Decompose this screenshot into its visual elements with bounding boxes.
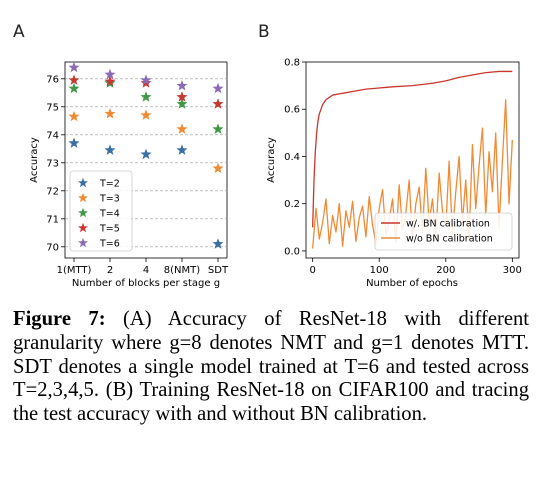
chart-a-point	[176, 80, 188, 91]
panel-b-letter: B	[258, 22, 270, 42]
chart-b-x-ticks: 0 100 200 300	[309, 258, 522, 276]
chart-a-y-tick-label: 73	[46, 158, 59, 169]
chart-a-point	[212, 162, 224, 174]
chart-b-series-line	[312, 70, 513, 228]
chart-a-point	[104, 75, 116, 87]
chart-a-legend-marker	[78, 237, 88, 248]
chart-b-y-tick-label: 0.0	[284, 246, 300, 257]
chart-a-x-tick-label: 1(MTT)	[57, 265, 92, 276]
chart-a-xlabel: Number of blocks per stage g	[72, 278, 220, 289]
chart-a-point	[176, 91, 188, 102]
chart-b: 0.0 0.2 0.4 0.6 0.8 0 100 200 300 Number of epo…	[266, 58, 522, 290]
chart-b-y-tick-label: 0.4	[284, 152, 300, 163]
chart-a-point	[140, 148, 152, 160]
chart-a-legend-marker	[78, 222, 88, 233]
figure-caption: Figure 7: (A) Accuracy of ResNet-18 with…	[13, 308, 529, 427]
chart-a-x-ticks: 1(MTT) 2 4 8(NMT) SDT	[57, 258, 229, 276]
chart-a-x-tick-label: 2	[107, 265, 113, 276]
chart-b-y-tick-label: 0.2	[284, 199, 300, 210]
chart-a-y-tick-label: 71	[46, 214, 59, 225]
chart-a-legend-label: T=6	[99, 239, 120, 250]
chart-b-legend-label: w/. BN calibration	[406, 219, 490, 230]
chart-a-y-tick-label: 70	[46, 242, 59, 253]
chart-a-y-tick-label: 76	[46, 74, 59, 85]
chart-a-point	[212, 238, 224, 249]
chart-b-legend-box	[374, 212, 513, 251]
chart-a-ylabel: Accuracy	[29, 137, 40, 183]
chart-b-ylabel: Accuracy	[266, 137, 277, 183]
caption-text: (A) Accuracy of ResNet-18 with different…	[13, 308, 529, 426]
chart-b-frame	[305, 61, 520, 259]
chart-a-point	[68, 137, 80, 148]
chart-a-x-tick-label: 8(NMT)	[164, 265, 200, 276]
chart-a-y-tick-label: 75	[46, 102, 59, 113]
chart-a-points	[68, 61, 224, 249]
chart-a-point	[140, 91, 152, 102]
chart-b-x-tick-label: 300	[503, 265, 522, 276]
chart-a-point	[140, 74, 152, 85]
chart-a-legend-label: T=4	[99, 209, 120, 220]
chart-b-y-tick-label: 0.8	[284, 58, 300, 69]
chart-a-legend-marker	[78, 207, 88, 218]
chart-a-point	[104, 144, 116, 155]
chart-a-point	[212, 98, 224, 109]
chart-b-x-tick-label: 100	[370, 265, 389, 276]
panel-a-letter: A	[13, 22, 25, 42]
chart-a-point	[140, 109, 152, 120]
chart-a-point	[68, 110, 80, 122]
chart-a-y-tick-label: 72	[46, 186, 59, 197]
chart-a-y-ticks: 70 71 72 73 74 75 76	[46, 74, 65, 253]
chart-a-x-tick-label: SDT	[208, 265, 229, 276]
figure-canvas: A B 70 71 72 73 74 75 76 1(MTT) 2 4 8(NMT) SDT Num…	[13, 22, 522, 290]
chart-a-point	[176, 144, 188, 155]
chart-a-point	[68, 61, 80, 73]
chart-a-point	[176, 123, 188, 134]
chart-a-y-tick-label: 74	[46, 130, 59, 141]
chart-a-point	[212, 123, 224, 134]
chart-a-legend: T=2 T=3 T=4 T=5 T=6	[69, 170, 133, 252]
chart-b-y-ticks: 0.0 0.2 0.4 0.6 0.8	[284, 58, 306, 257]
chart-b-xlabel: Number of epochs	[366, 278, 458, 289]
chart-a-point	[104, 108, 116, 119]
chart-a-legend-label: T=3	[99, 194, 120, 205]
chart-a-point	[104, 68, 116, 80]
chart-a-point	[176, 98, 188, 109]
chart-b-y-tick-label: 0.6	[284, 105, 300, 116]
chart-a-legend-marker	[78, 192, 88, 203]
chart-a-point	[68, 82, 80, 94]
chart-a-x-tick-label: 4	[143, 265, 149, 276]
chart-a-legend-label: T=2	[99, 179, 120, 190]
chart-a-point	[68, 74, 80, 85]
chart-a-legend-marker	[78, 177, 88, 188]
chart-b-legend-label: w/o BN calibration	[406, 234, 493, 245]
chart-a: 70 71 72 73 74 75 76 1(MTT) 2 4 8(NMT) SDT Number …	[29, 61, 229, 289]
chart-a-point	[212, 82, 224, 94]
chart-b-x-tick-label: 0	[309, 265, 315, 276]
chart-a-legend-label: T=5	[99, 224, 120, 235]
chart-b-legend: w/. BN calibration w/o BN calibration	[374, 212, 513, 251]
chart-b-x-tick-label: 200	[436, 265, 455, 276]
caption-label: Figure 7:	[13, 308, 106, 330]
